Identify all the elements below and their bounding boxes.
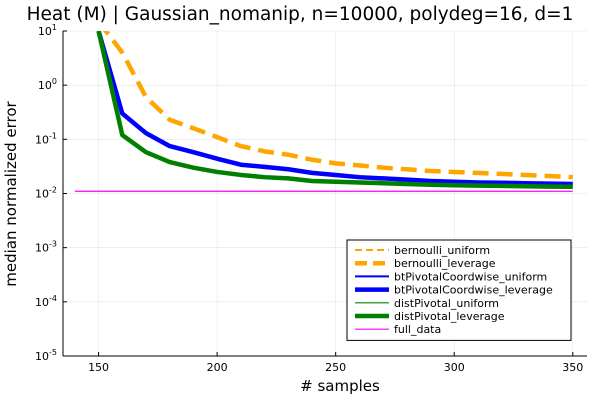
y-tick-label: 10-2: [35, 186, 57, 201]
plot-area: 150 200 250 300 350 101 100 10-1 10-2 10-3 10-4 10-…: [35, 23, 587, 374]
legend-label-bernoulli_uniform: bernoulli_uniform: [394, 244, 490, 257]
y-tick-label: 10-5: [35, 348, 57, 363]
legend-label-btPivotalCoordwise_leverage: btPivotalCoordwise_leverage: [394, 284, 553, 297]
series-line-bernoulli_leverage: [103, 31, 573, 180]
y-axis-label: median normalized error: [2, 100, 20, 286]
y-tick-label: 10-3: [35, 240, 57, 255]
x-tick-label: 200: [207, 361, 228, 374]
x-axis-label: # samples: [300, 377, 380, 395]
y-tick-label: 100: [38, 77, 57, 92]
x-tick-label: 300: [444, 361, 465, 374]
legend-label-distPivotal_uniform: distPivotal_uniform: [394, 297, 499, 310]
legend-label-btPivotalCoordwise_uniform: btPivotalCoordwise_uniform: [394, 270, 547, 283]
series-line-distPivotal_leverage: [96, 31, 573, 190]
y-tick-label: 10-4: [35, 294, 57, 309]
legend-label-full_data: full_data: [394, 323, 441, 336]
legend-label-bernoulli_leverage: bernoulli_leverage: [394, 257, 496, 270]
series-line-btPivotalCoordwise_leverage: [96, 31, 573, 187]
y-tick-label: 101: [38, 23, 57, 38]
chart-title: Heat (M) | Gaussian_nomanip, n=10000, po…: [27, 4, 574, 25]
axes-layer: 150 200 250 300 350 101 100 10-1 10-2 10-3 10-4 10-…: [35, 23, 587, 374]
legend-label-distPivotal_leverage: distPivotal_leverage: [394, 310, 505, 323]
x-tick-label: 150: [88, 361, 109, 374]
series-layer: [74, 31, 573, 192]
x-tick-label: 250: [325, 361, 346, 374]
y-tick-label: 10-1: [35, 131, 57, 146]
legend: bernoulli_uniformbernoulli_leveragebtPiv…: [346, 239, 572, 341]
x-tick-label: 350: [562, 361, 583, 374]
